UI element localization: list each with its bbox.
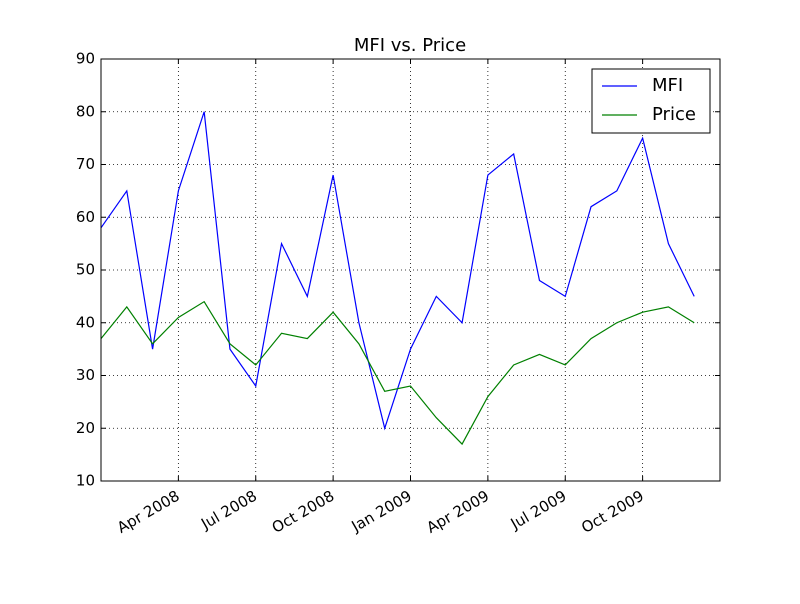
- legend-label: MFI: [652, 75, 683, 96]
- y-tick-label: 10: [76, 472, 95, 490]
- y-tick-label: 90: [76, 50, 95, 68]
- y-tick-label: 80: [76, 102, 95, 120]
- y-tick-label: 20: [76, 419, 95, 437]
- y-tick-label: 70: [76, 155, 95, 173]
- legend-frame: [591, 68, 711, 134]
- y-tick-label: 60: [76, 208, 95, 226]
- plot-frame: [100, 58, 721, 482]
- y-tick-label: 50: [76, 261, 95, 279]
- chart-title: MFI vs. Price: [354, 35, 466, 56]
- y-tick-label: 40: [76, 313, 95, 331]
- legend-label: Price: [652, 104, 696, 125]
- legend: MFI Price: [591, 68, 711, 134]
- y-tick-label: 30: [76, 366, 95, 384]
- line-series: [100, 300, 695, 446]
